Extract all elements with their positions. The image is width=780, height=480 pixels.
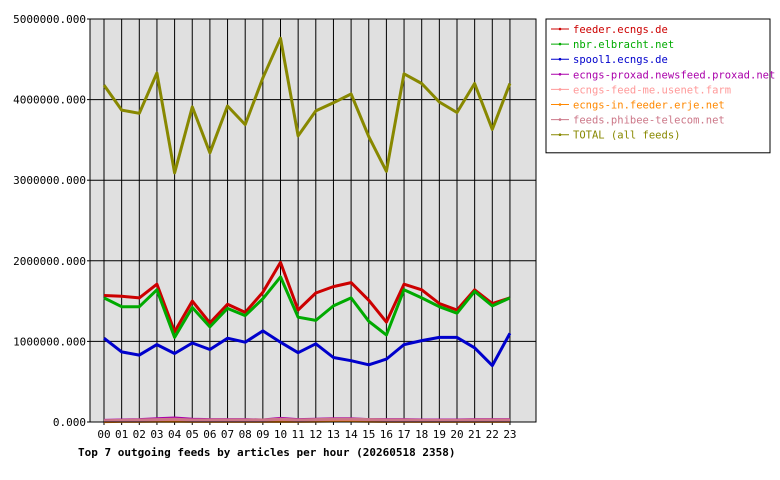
legend-marker (558, 57, 562, 61)
plot-area (90, 19, 536, 422)
series-line-total-all-feeds (102, 36, 512, 175)
series-line-spool1-ecngs-de (103, 329, 512, 368)
x-tick-label: 22 (486, 428, 499, 441)
y-tick-label: 2000000.000 (13, 255, 86, 268)
x-tick-label: 16 (380, 428, 393, 441)
x-tick-label: 23 (503, 428, 516, 441)
y-tick-label: 5000000.000 (13, 13, 86, 26)
legend-label: TOTAL (all feeds) (573, 130, 680, 142)
x-tick-label: 02 (133, 428, 146, 441)
legend-marker (558, 27, 562, 31)
x-tick-label: 12 (309, 428, 322, 441)
legend-label: spool1.ecngs.de (573, 54, 668, 66)
chart-title: Top 7 outgoing feeds by articles per hou… (78, 446, 456, 459)
x-tick-label: 00 (97, 428, 110, 441)
legend-label: nbr.elbracht.net (573, 39, 674, 51)
y-axis: 0.000 1000000.000 2000000.000 3000000.000 40… (13, 13, 90, 429)
x-tick-label: 03 (150, 428, 163, 441)
legend-label: ecngs-feed-me.usenet.farm (573, 84, 731, 96)
legend-marker (558, 42, 562, 46)
legend-label: feeds.phibee-telecom.net (573, 115, 725, 127)
legend-label: ecngs-proxad.newsfeed.proxad.net (573, 69, 775, 81)
x-tick-label: 15 (362, 428, 375, 441)
series-lines (102, 36, 512, 424)
x-tick-label: 13 (327, 428, 340, 441)
legend-marker (558, 88, 562, 91)
x-tick-label: 07 (221, 428, 234, 441)
x-tick-label: 05 (186, 428, 199, 441)
y-tick-label: 0.000 (53, 416, 86, 429)
legend-label: ecngs-in.feeder.erje.net (573, 100, 725, 112)
x-tick-label: 17 (397, 428, 410, 441)
x-tick-label: 20 (450, 428, 463, 441)
legend-box (545, 18, 771, 154)
legend-label: feeder.ecngs.de (573, 24, 668, 36)
x-tick-label: 04 (168, 428, 182, 441)
x-tick-label: 06 (203, 428, 216, 441)
series-line-feeds-phibee-telecom-net (103, 417, 510, 423)
plot-border (89, 18, 537, 423)
y-tick-label: 3000000.000 (13, 174, 86, 187)
x-tick-label: 21 (468, 428, 481, 441)
y-tick-label: 1000000.000 (13, 335, 86, 348)
x-tick-label: 14 (344, 428, 358, 441)
x-tick-label: 18 (415, 428, 428, 441)
series-line-nbr-elbracht-net (103, 275, 511, 339)
legend: feeder.ecngs.de nbr.elbracht.net spool1.ec… (545, 18, 775, 154)
legend-marker (558, 118, 562, 121)
x-tick-label: 08 (239, 428, 252, 441)
legend-marker (558, 103, 562, 106)
x-tick-label: 19 (433, 428, 446, 441)
x-tick-label: 11 (292, 428, 305, 441)
x-tick-label: 09 (256, 428, 269, 441)
x-tick-label: 10 (274, 428, 287, 441)
y-tick-label: 4000000.000 (13, 94, 86, 107)
x-tick-label: 01 (115, 428, 128, 441)
legend-marker (558, 133, 562, 136)
x-axis: 00 01 02 03 04 05 06 07 08 09 10 11 12 13 14 15 16 17 18 19… (97, 422, 517, 441)
series-line-feeder-ecngs-de (103, 260, 511, 334)
legend-marker (558, 73, 562, 76)
